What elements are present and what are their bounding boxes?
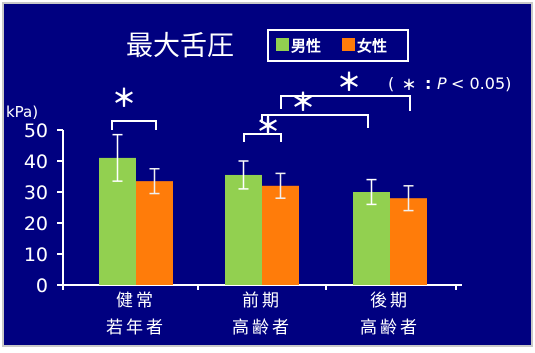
- note-asterisk: ＊: [402, 78, 416, 94]
- x-tick-label: 高齢者: [360, 318, 420, 338]
- x-tick-label: 高齢者: [232, 318, 292, 338]
- y-tick-label: 10: [24, 244, 48, 266]
- bar-male: [225, 174, 262, 285]
- bar-female: [262, 185, 299, 285]
- chart-title: 最大舌圧: [126, 31, 234, 62]
- y-tick-label: 20: [24, 213, 48, 235]
- significance-bracket-young: [111, 120, 157, 130]
- y-tick-label: 0: [36, 275, 48, 297]
- bar-female: [136, 181, 173, 285]
- x-tick-label: 若年者: [106, 318, 166, 338]
- bar-male: [353, 192, 390, 285]
- x-tick-label: 健常: [116, 291, 156, 311]
- significance-bracket-early: [243, 133, 282, 142]
- significance-star-top: ＊: [337, 68, 361, 96]
- x-tick-label: 後期: [370, 291, 410, 311]
- bars: [99, 157, 427, 285]
- error-bars: [112, 133, 414, 212]
- bar-female: [390, 198, 427, 285]
- note-colon: :: [425, 74, 431, 93]
- y-axis-ticks: 0 10 20 30 40 50: [24, 120, 63, 297]
- legend-frame: [267, 29, 409, 62]
- significance-bracket-top: [280, 95, 411, 111]
- y-tick-label: 30: [24, 182, 48, 204]
- significance-star-young: ＊: [112, 84, 136, 112]
- x-tick-label: 前期: [242, 291, 282, 311]
- significance-brackets: ＊ ＊ ＊ ＊: [111, 68, 411, 142]
- significance-star-late: ＊: [291, 88, 315, 116]
- y-axis-unit: kPa): [6, 103, 38, 121]
- x-axis-ticks: [62, 285, 457, 290]
- significance-note: ( ＊ : P < 0.05): [388, 74, 511, 94]
- note-open-paren: (: [388, 74, 394, 93]
- note-threshold: < 0.05): [451, 74, 511, 93]
- legend-label-female: 女性: [357, 37, 387, 55]
- legend-swatch-male: [276, 38, 289, 51]
- significance-bracket-late: [261, 114, 369, 128]
- significance-star-early: ＊: [256, 112, 280, 140]
- legend: 男性 女性: [267, 29, 409, 62]
- y-tick-label: 40: [24, 151, 48, 173]
- legend-label-male: 男性: [291, 37, 321, 55]
- legend-swatch-female: [342, 38, 355, 51]
- y-tick-label: 50: [24, 120, 48, 142]
- note-p: P: [437, 74, 447, 93]
